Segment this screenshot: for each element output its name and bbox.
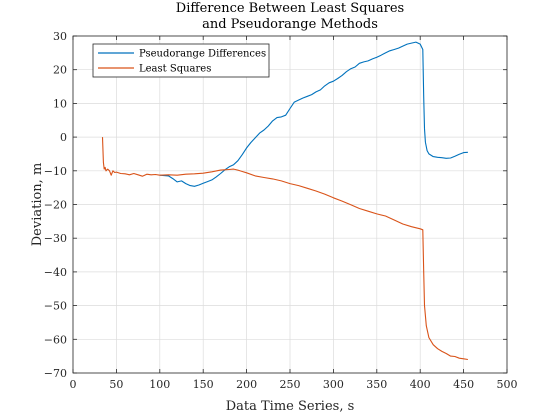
series-layer bbox=[101, 41, 468, 361]
x-tick-label: 50 bbox=[109, 378, 123, 391]
x-axis-label: Data Time Series, s bbox=[226, 399, 355, 414]
x-tick-label: 300 bbox=[323, 378, 344, 391]
y-tick-label: −60 bbox=[44, 333, 67, 346]
y-tick-label: 20 bbox=[53, 64, 67, 77]
x-tick-label: 500 bbox=[497, 378, 518, 391]
y-tick-label: 10 bbox=[53, 97, 67, 110]
legend-box bbox=[92, 43, 270, 78]
y-tick-label: −50 bbox=[44, 300, 67, 313]
legend-label-least-squares: Least Squares bbox=[139, 64, 211, 75]
y-tick-label: −40 bbox=[44, 266, 67, 279]
x-tick-label: 400 bbox=[410, 378, 431, 391]
x-tick-label: 450 bbox=[453, 378, 474, 391]
y-tick-label: 0 bbox=[60, 131, 67, 144]
legend-label-pseudorange-differences: Pseudorange Differences bbox=[139, 49, 266, 60]
y-axis-label: Deviation, m bbox=[30, 163, 45, 247]
chart-title-line-2: and Pseudorange Methods bbox=[202, 17, 378, 32]
y-tick-label: −70 bbox=[44, 367, 67, 380]
axis-ticks: 0 50 100 150 200 250 300 350 400 450 500−70−60−50−… bbox=[44, 30, 518, 391]
y-tick-label: −20 bbox=[44, 199, 67, 212]
x-tick-label: 150 bbox=[193, 378, 214, 391]
y-tick-label: 30 bbox=[53, 30, 67, 43]
series-line-least-squares bbox=[101, 137, 468, 361]
x-tick-label: 350 bbox=[366, 378, 387, 391]
x-tick-label: 0 bbox=[70, 378, 77, 391]
y-tick-label: −30 bbox=[44, 232, 67, 245]
chart-title-line-1: Difference Between Least Squares bbox=[176, 1, 404, 16]
y-tick-label: −10 bbox=[44, 165, 67, 178]
series-line-pseudorange-differences bbox=[159, 41, 468, 187]
legend: Pseudorange Differences Least Squares bbox=[92, 43, 270, 78]
x-tick-label: 250 bbox=[280, 378, 301, 391]
x-tick-label: 200 bbox=[236, 378, 257, 391]
x-tick-label: 100 bbox=[149, 378, 170, 391]
